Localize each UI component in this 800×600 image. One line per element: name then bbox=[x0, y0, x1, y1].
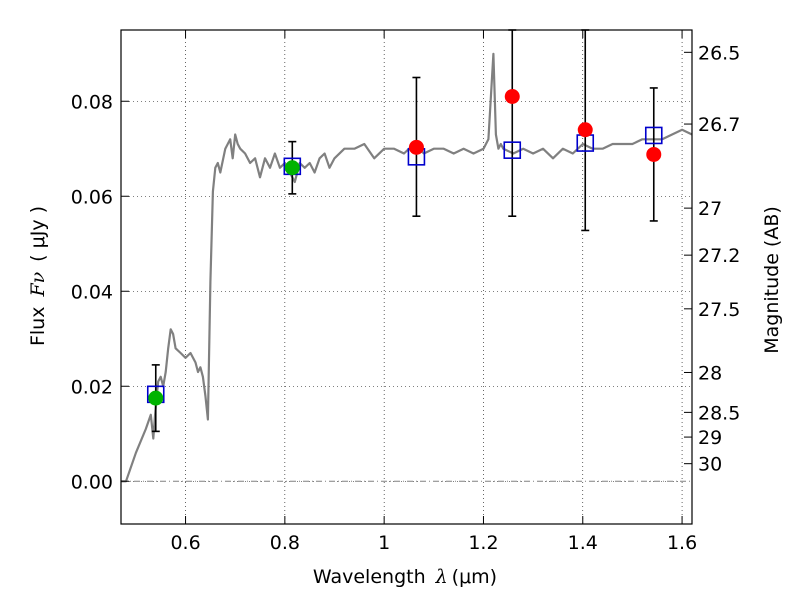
y-tick-label: 0.02 bbox=[71, 376, 113, 398]
mag-tick-label: 26.5 bbox=[698, 42, 740, 64]
mag-tick-label: 27.2 bbox=[698, 245, 740, 267]
mag-tick-label: 27 bbox=[698, 198, 722, 220]
spectrum-layer bbox=[121, 52, 693, 483]
y-tick-label: 0.06 bbox=[71, 186, 113, 208]
plot-frame bbox=[120, 29, 693, 525]
y-tick-label: 0.08 bbox=[71, 91, 113, 113]
y-tick-label: 0.00 bbox=[71, 471, 113, 493]
observed-photometry-point bbox=[504, 89, 520, 104]
mag-tick-label: 27.5 bbox=[698, 299, 740, 321]
x-tick-label: 0.6 bbox=[170, 532, 200, 554]
tick-layer: 0.6 0.8 1 1.2 1.4 1.6 0.00 0.02 0.04 0.06 0.08 26.5… bbox=[71, 30, 740, 554]
marker-layer bbox=[146, 89, 663, 406]
observed-photometry-point bbox=[284, 160, 300, 176]
y-tick-label: 0.04 bbox=[71, 281, 113, 303]
model-photometry-square bbox=[644, 126, 663, 145]
x-tick-label: 1.4 bbox=[568, 532, 598, 554]
x-axis-title: Wavelength λ (μm) bbox=[313, 566, 497, 588]
mag-tick-label: 30 bbox=[698, 454, 722, 476]
observed-photometry-point bbox=[408, 139, 424, 155]
observed-photometry-point bbox=[148, 390, 164, 406]
mag-tick-label: 28.5 bbox=[698, 402, 740, 424]
x-tick-label: 0.8 bbox=[270, 532, 300, 554]
right-axis-title: Magnitude (AB) bbox=[761, 206, 783, 354]
x-tick-label: 1 bbox=[378, 532, 390, 554]
observed-photometry-point bbox=[646, 146, 662, 162]
observed-photometry-point bbox=[577, 122, 593, 138]
y-axis-title: FluxFν( μJy ) bbox=[27, 206, 49, 346]
spectrum-line bbox=[121, 52, 693, 483]
mag-tick-label: 28 bbox=[698, 362, 722, 384]
model-photometry-square bbox=[503, 141, 522, 159]
mag-tick-label: 26.7 bbox=[698, 114, 740, 136]
mag-tick-label: 29 bbox=[698, 427, 722, 449]
x-tick-label: 1.2 bbox=[468, 532, 498, 554]
x-tick-label: 1.6 bbox=[667, 532, 697, 554]
